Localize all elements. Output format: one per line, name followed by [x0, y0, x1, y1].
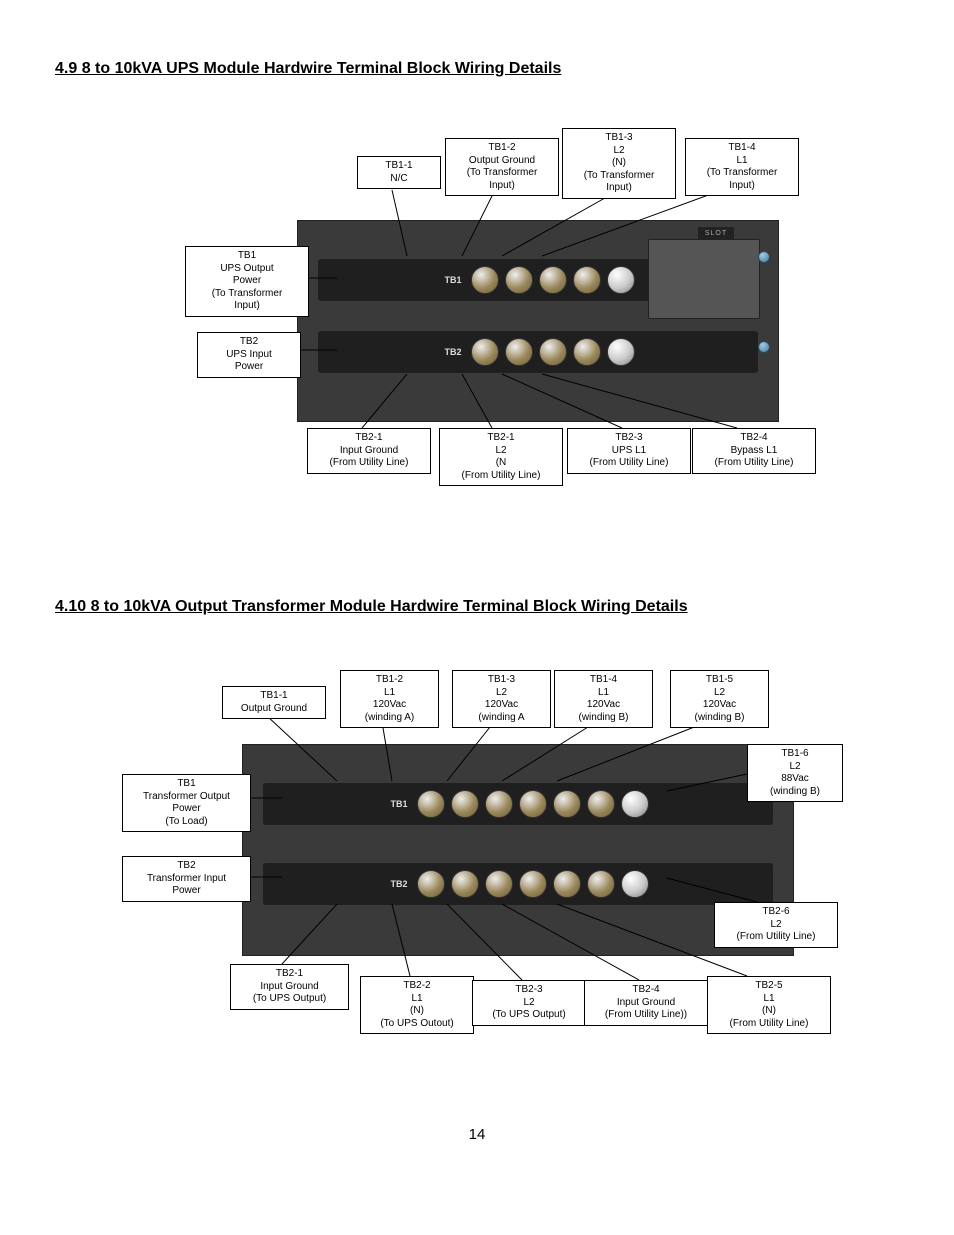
d2-tb2: TB2 Transformer Input Power	[122, 856, 251, 902]
d1-tb2: TB2 UPS Input Power	[197, 332, 301, 378]
document-page: 4.9 8 to 10kVA UPS Module Hardwire Termi…	[0, 0, 954, 1183]
d2-tb2-2: TB2-2 L1 (N) (To UPS Outout)	[360, 976, 474, 1034]
d1-tb1-1: TB1-1 N/C	[357, 156, 441, 189]
d2-tb2-3: TB2-3 L2 (To UPS Output)	[472, 980, 586, 1026]
d2-tb2-5: TB2-5 L1 (N) (From Utility Line)	[707, 976, 831, 1034]
d1-tb2-1b: TB2-1 L2 (N (From Utility Line)	[439, 428, 563, 486]
diagram-ups-module: TB1TB2SLOTTB1-1 N/CTB1-2 Output Ground (…	[167, 128, 787, 498]
d2-tb2-1: TB2-1 Input Ground (To UPS Output)	[230, 964, 349, 1010]
d2-tb1-1: TB1-1 Output Ground	[222, 686, 326, 719]
d2-tb1-4: TB1-4 L1 120Vac (winding B)	[554, 670, 653, 728]
d1-tb2-3: TB2-3 UPS L1 (From Utility Line)	[567, 428, 691, 474]
d2-tb2-4: TB2-4 Input Ground (From Utility Line))	[584, 980, 708, 1026]
d2-tb1: TB1 Transformer Output Power (To Load)	[122, 774, 251, 832]
section-heading-4-9: 4.9 8 to 10kVA UPS Module Hardwire Termi…	[55, 60, 899, 78]
page-number: 14	[55, 1126, 899, 1143]
d2-tb1-2: TB1-2 L1 120Vac (winding A)	[340, 670, 439, 728]
d2-tb1-3: TB1-3 L2 120Vac (winding A	[452, 670, 551, 728]
d1-tb1-4: TB1-4 L1 (To Transformer Input)	[685, 138, 799, 196]
d2-tb2-6: TB2-6 L2 (From Utility Line)	[714, 902, 838, 948]
section-heading-4-10: 4.10 8 to 10kVA Output Transformer Modul…	[55, 598, 899, 616]
d1-tb1: TB1 UPS Output Power (To Transformer Inp…	[185, 246, 309, 317]
d1-tb2-4: TB2-4 Bypass L1 (From Utility Line)	[692, 428, 816, 474]
d1-tb1-3: TB1-3 L2 (N) (To Transformer Input)	[562, 128, 676, 199]
diagram-transformer-module: TB1TB2TB1-1 Output GroundTB1-2 L1 120Vac…	[122, 666, 832, 1066]
d1-tb1-2: TB1-2 Output Ground (To Transformer Inpu…	[445, 138, 559, 196]
d2-tb1-5: TB1-5 L2 120Vac (winding B)	[670, 670, 769, 728]
d1-tb2-1a: TB2-1 Input Ground (From Utility Line)	[307, 428, 431, 474]
d2-tb1-6: TB1-6 L2 88Vac (winding B)	[747, 744, 843, 802]
